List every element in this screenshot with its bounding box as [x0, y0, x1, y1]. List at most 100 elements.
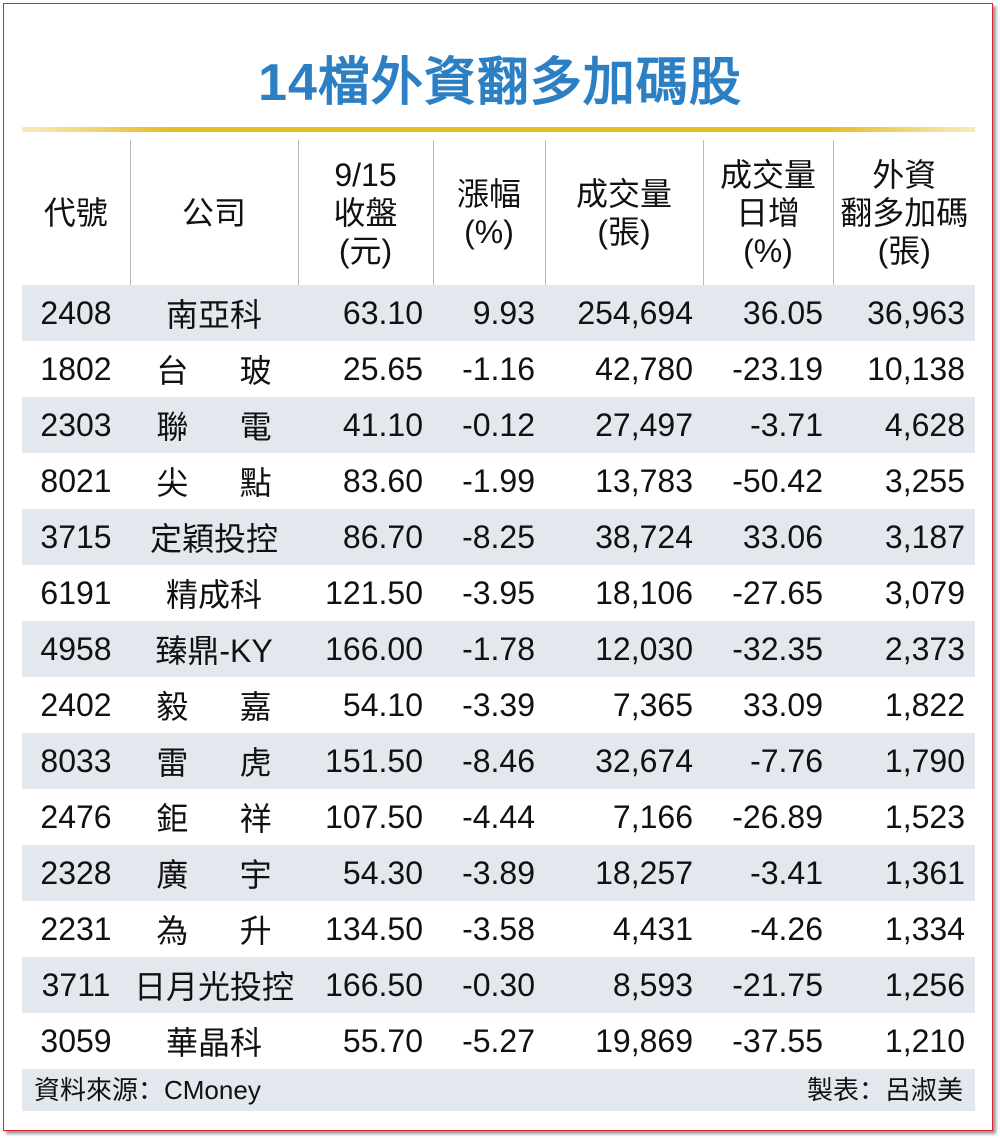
column-header: 代號 — [22, 140, 131, 285]
table-cell: 8033 — [22, 733, 130, 789]
table-cell: 1,210 — [884, 1022, 965, 1059]
table-cell: -3.58 — [462, 910, 535, 947]
table-cell: -37.55 — [732, 1022, 823, 1059]
table-cell: 1,361 — [833, 845, 975, 901]
table-cell: 廣宇 — [130, 845, 298, 901]
table-cell: 1,822 — [884, 686, 965, 723]
table-cell: -3.39 — [462, 686, 535, 723]
table-row: 8033 雷虎 151.50 -8.46 32,674 -7.76 1,790 — [22, 733, 975, 789]
table-cell: 32,674 — [545, 733, 703, 789]
table-cell: 華晶科 — [130, 1013, 298, 1069]
maker: 製表：呂淑美 — [806, 1075, 963, 1105]
table-cell: -50.42 — [732, 462, 823, 499]
table-cell: 25.65 — [342, 350, 423, 387]
table-cell: -1.99 — [462, 462, 535, 499]
table-cell: 鉅祥 — [130, 789, 298, 845]
table-cell: 2476 — [40, 798, 112, 835]
table-cell: 54.30 — [298, 845, 433, 901]
table-cell: 2231 — [40, 910, 112, 947]
table-cell: 6191 — [40, 574, 112, 611]
table-cell: 臻鼎-KY — [130, 621, 298, 677]
table-cell: 日月光投控 — [130, 957, 298, 1013]
table-cell: -0.30 — [433, 957, 545, 1013]
table-cell: 10,138 — [867, 350, 965, 387]
table-cell: -21.75 — [703, 957, 833, 1013]
table-cell: 13,783 — [595, 462, 693, 499]
table-cell: 3059 — [40, 1022, 112, 1059]
table-row: 2231 為升 134.50 -3.58 4,431 -4.26 1,334 — [22, 901, 975, 957]
table-cell: 2303 — [22, 397, 130, 453]
table-cell: -1.16 — [462, 350, 535, 387]
table-row: 6191 精成科 121.50 -3.95 18,106 -27.65 3,079 — [22, 565, 975, 621]
table-cell: 1,256 — [833, 957, 975, 1013]
table-cell: 42,780 — [595, 350, 693, 387]
source: 資料來源：CMoney — [34, 1075, 261, 1105]
table-cell: 3711 — [22, 957, 130, 1013]
table-cell: -4.26 — [750, 910, 823, 947]
column-header: 漲幅 (%) — [433, 140, 546, 285]
column-header: 成交量 (張) — [545, 140, 704, 285]
company-name: 聯電 — [156, 409, 323, 445]
company-name: 臻鼎-KY — [155, 633, 273, 669]
data-table: 代號 公司 9/15 收盤 (元) 漲幅 (%) 成交量 (張) 成交量 日增 (%) 外資… — [22, 140, 975, 1069]
table-cell: 1,790 — [833, 733, 975, 789]
table-cell: 63.10 — [298, 285, 433, 341]
table-cell: -0.12 — [433, 397, 545, 453]
column-header: 成交量 日增 (%) — [703, 140, 834, 285]
column-header: 9/15 收盤 (元) — [298, 140, 434, 285]
table-row: 4958 臻鼎-KY 166.00 -1.78 12,030 -32.35 2,373 — [22, 621, 975, 677]
table-row: 1802 台玻 25.65 -1.16 42,780 -23.19 10,138 — [22, 341, 975, 397]
table-cell: 9.93 — [433, 285, 545, 341]
table-cell: 134.50 — [325, 910, 423, 947]
table-cell: 38,724 — [545, 509, 703, 565]
table-cell: -8.25 — [433, 509, 545, 565]
table-cell: 尖點 — [130, 453, 298, 509]
table-cell: 雷虎 — [130, 733, 298, 789]
company-name: 尖點 — [156, 465, 323, 501]
table-row: 8021 尖點 83.60 -1.99 13,783 -50.42 3,255 — [22, 453, 975, 509]
company-name: 鉅祥 — [156, 801, 323, 837]
table-cell: 19,869 — [595, 1022, 693, 1059]
table-cell: -32.35 — [703, 621, 833, 677]
title-rule — [22, 127, 975, 132]
table-cell: 3,079 — [884, 574, 965, 611]
company-name: 定穎投控 — [149, 521, 278, 557]
header-row: 代號 公司 9/15 收盤 (元) 漲幅 (%) 成交量 (張) 成交量 日增 (%) 外資… — [22, 140, 975, 285]
table-cell: -3.71 — [703, 397, 833, 453]
table-cell: 86.70 — [298, 509, 433, 565]
table-cell: -7.76 — [703, 733, 833, 789]
table-cell: 4,628 — [833, 397, 975, 453]
table-cell: 121.50 — [325, 574, 423, 611]
table-cell: 18,106 — [595, 574, 693, 611]
table-cell: 2,373 — [833, 621, 975, 677]
footer: 資料來源：CMoney 製表：呂淑美 — [22, 1069, 975, 1111]
table-cell: -1.78 — [433, 621, 545, 677]
table-body: 2408 南亞科 63.10 9.93 254,694 36.05 36,963 1802 台玻… — [22, 285, 975, 1069]
table-cell: 2328 — [22, 845, 130, 901]
table-row: 2303 聯電 41.10 -0.12 27,497 -3.71 4,628 — [22, 397, 975, 453]
table-cell: 27,497 — [545, 397, 703, 453]
table-cell: 2408 — [22, 285, 130, 341]
column-header: 公司 — [130, 140, 299, 285]
table-cell: 36.05 — [703, 285, 833, 341]
table-cell: 2402 — [40, 686, 112, 723]
table-cell: 151.50 — [298, 733, 433, 789]
table-cell: -8.46 — [433, 733, 545, 789]
table-cell: 台玻 — [130, 341, 298, 397]
table-cell: -23.19 — [732, 350, 823, 387]
table-row: 2328 廣宇 54.30 -3.89 18,257 -3.41 1,361 — [22, 845, 975, 901]
table-cell: 166.00 — [298, 621, 433, 677]
table-cell: 聯電 — [130, 397, 298, 453]
company-name: 南亞科 — [165, 297, 262, 333]
table-cell: 1802 — [40, 350, 112, 387]
company-name: 日月光投控 — [133, 969, 294, 1005]
table-cell: 18,257 — [545, 845, 703, 901]
table-cell: 33.09 — [742, 686, 823, 723]
table-row: 2408 南亞科 63.10 9.93 254,694 36.05 36,963 — [22, 285, 975, 341]
table-row: 2476 鉅祥 107.50 -4.44 7,166 -26.89 1,523 — [22, 789, 975, 845]
table-row: 2402 毅嘉 54.10 -3.39 7,365 33.09 1,822 — [22, 677, 975, 733]
table-cell: -5.27 — [462, 1022, 535, 1059]
table-cell: -3.89 — [433, 845, 545, 901]
table-cell: -27.65 — [732, 574, 823, 611]
